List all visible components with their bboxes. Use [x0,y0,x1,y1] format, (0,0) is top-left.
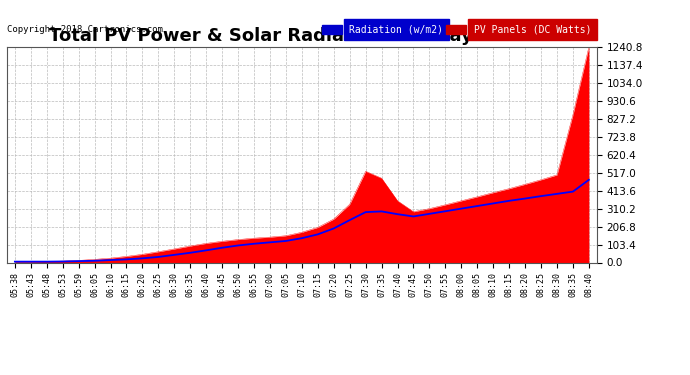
Title: Total PV Power & Solar Radiation Tue May 8 08:40: Total PV Power & Solar Radiation Tue May… [49,27,555,45]
Text: Copyright 2018 Cartronics.com: Copyright 2018 Cartronics.com [7,25,163,34]
Legend: Radiation (w/m2), PV Panels (DC Watts): Radiation (w/m2), PV Panels (DC Watts) [321,24,592,36]
